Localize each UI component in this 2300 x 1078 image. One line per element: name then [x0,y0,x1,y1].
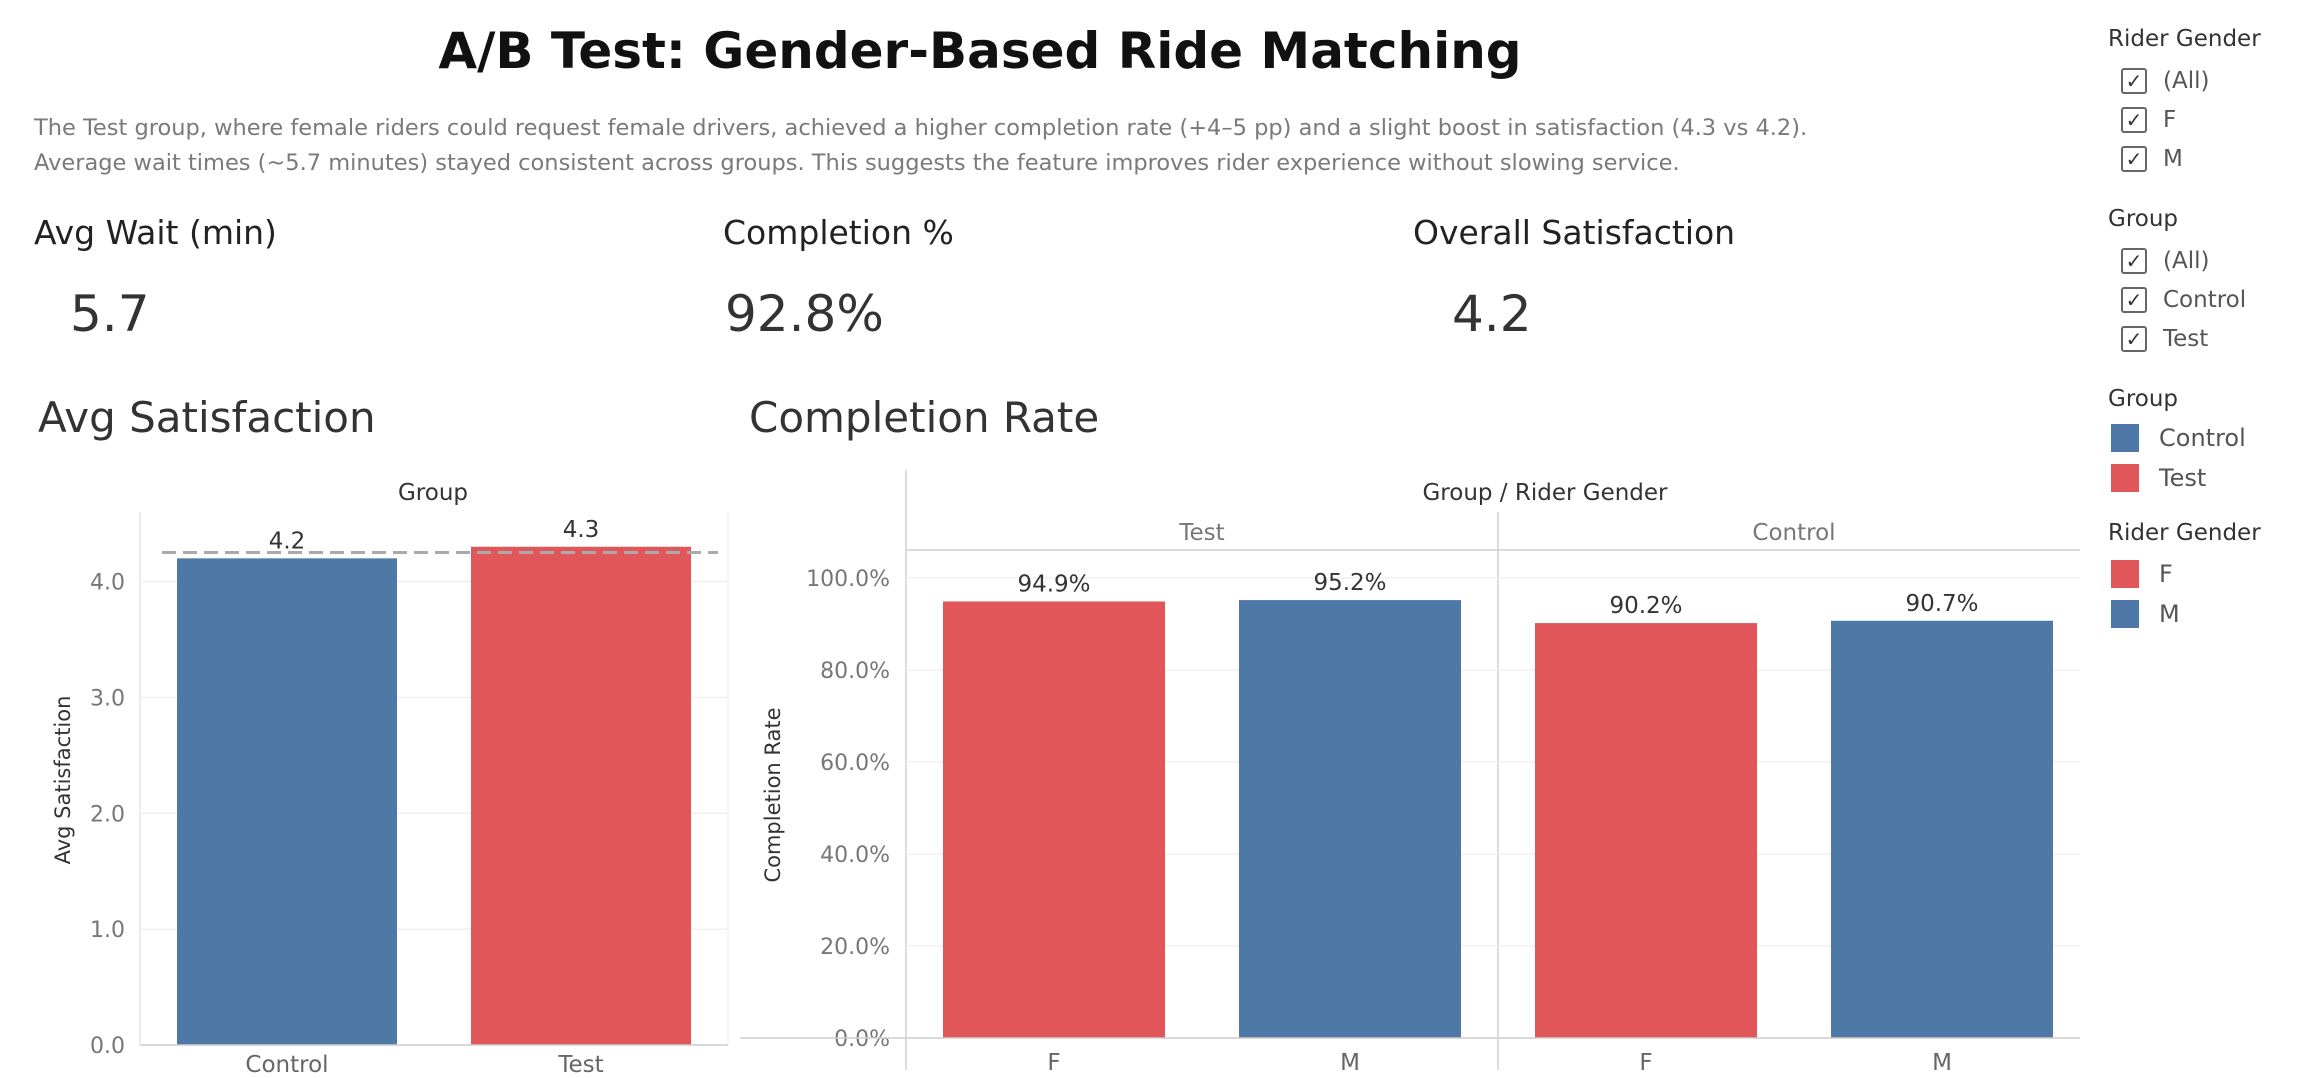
sat-y-axis-label: Avg Satisfaction [51,696,75,865]
filter-rider-gender-all[interactable]: ✓ (All) [2121,68,2209,94]
comp-header: Group / Rider Gender [1422,480,1668,506]
comp-y-tick-label: 40.0% [820,843,890,868]
sat-y-tick-label: 3.0 [90,686,125,711]
comp-panel-label-control: Control [1752,520,1835,546]
sat-bar-control[interactable] [177,558,397,1045]
filter-rider-gender-f[interactable]: ✓ F [2121,107,2176,133]
checkbox-checked-icon[interactable]: ✓ [2121,248,2147,274]
sat-y-tick-label: 2.0 [90,802,125,827]
legend-swatch-control [2111,424,2139,452]
filter-group-test[interactable]: ✓ Test [2121,326,2208,352]
comp-bar-control-m[interactable] [1831,621,2053,1038]
comp-y-axis-label: Completion Rate [761,707,785,882]
completion-rate-chart: Group / Rider Gender Test Control 0.0% 20… [740,460,2080,1078]
kpi-satisfaction-label: Overall Satisfaction [1413,213,1735,252]
legend-item-m[interactable]: M [2111,600,2180,628]
comp-value-label: 94.9% [1017,571,1090,597]
sat-y-tick-label: 0.0 [90,1034,125,1059]
comp-value-label: 95.2% [1313,570,1386,596]
checkbox-checked-icon[interactable]: ✓ [2121,146,2147,172]
legend-label: F [2159,560,2173,588]
legend-rider-gender-title: Rider Gender [2108,520,2261,546]
kpi-avg-wait-label: Avg Wait (min) [34,213,277,252]
sat-value-label: 4.3 [563,517,600,543]
sat-value-label: 4.2 [269,528,306,554]
avg-satisfaction-chart: Group 0.0 1.0 2.0 3.0 4.0 4.2 4.3 Control Test… [0,460,740,1078]
dashboard-description: The Test group, where female riders coul… [34,111,1934,181]
filter-item-label: Test [2163,326,2208,352]
filter-group-all[interactable]: ✓ (All) [2121,248,2209,274]
comp-y-tick-label: 80.0% [820,659,890,684]
comp-y-tick-label: 0.0% [834,1027,890,1052]
sat-header: Group [398,480,468,506]
filter-group-control[interactable]: ✓ Control [2121,287,2246,313]
comp-value-label: 90.2% [1609,593,1682,619]
checkbox-checked-icon[interactable]: ✓ [2121,326,2147,352]
filter-item-label: Control [2163,287,2246,313]
legend-label: Test [2159,464,2206,492]
filter-rider-gender-m[interactable]: ✓ M [2121,146,2183,172]
comp-bar-test-m[interactable] [1239,600,1461,1038]
legend-label: Control [2159,424,2246,452]
legend-swatch-m [2111,600,2139,628]
legend-swatch-test [2111,464,2139,492]
dashboard-title: A/B Test: Gender-Based Ride Matching [0,22,1960,80]
comp-panel-label-test: Test [1178,520,1224,546]
avg-satisfaction-title: Avg Satisfaction [38,393,376,442]
filter-item-label: (All) [2163,248,2209,274]
filter-group-title: Group [2108,206,2178,232]
comp-bar-test-f[interactable] [943,601,1165,1038]
legend-item-control[interactable]: Control [2111,424,2246,452]
filter-item-label: (All) [2163,68,2209,94]
sat-bar-test[interactable] [471,547,691,1045]
kpi-avg-wait-value: 5.7 [70,285,150,343]
checkbox-checked-icon[interactable]: ✓ [2121,68,2147,94]
sat-y-tick-label: 1.0 [90,918,125,943]
sat-x-tick-label: Test [557,1052,603,1078]
comp-y-tick-label: 100.0% [806,567,890,592]
legend-swatch-f [2111,560,2139,588]
comp-y-tick-label: 20.0% [820,935,890,960]
comp-x-tick-label: F [1639,1050,1652,1076]
description-line-1: The Test group, where female riders coul… [34,111,1934,146]
kpi-completion-label: Completion % [723,213,954,252]
comp-y-tick-label: 60.0% [820,751,890,776]
legend-item-f[interactable]: F [2111,560,2173,588]
completion-rate-title: Completion Rate [749,393,1099,442]
filter-rider-gender-title: Rider Gender [2108,26,2261,52]
filter-item-label: M [2163,146,2183,172]
checkbox-checked-icon[interactable]: ✓ [2121,107,2147,133]
legend-item-test[interactable]: Test [2111,464,2206,492]
checkbox-checked-icon[interactable]: ✓ [2121,287,2147,313]
comp-x-tick-label: F [1047,1050,1060,1076]
comp-value-label: 90.7% [1905,591,1978,617]
kpi-completion-value: 92.8% [725,285,884,343]
legend-group-title: Group [2108,386,2178,412]
comp-x-tick-label: M [1932,1050,1952,1076]
description-line-2: Average wait times (~5.7 minutes) stayed… [34,146,1934,181]
kpi-satisfaction-value: 4.2 [1452,285,1532,343]
sat-x-tick-label: Control [245,1052,328,1078]
comp-bar-control-f[interactable] [1535,623,1757,1038]
sat-y-tick-label: 4.0 [90,571,125,596]
legend-label: M [2159,600,2180,628]
filter-item-label: F [2163,107,2176,133]
comp-x-tick-label: M [1340,1050,1360,1076]
